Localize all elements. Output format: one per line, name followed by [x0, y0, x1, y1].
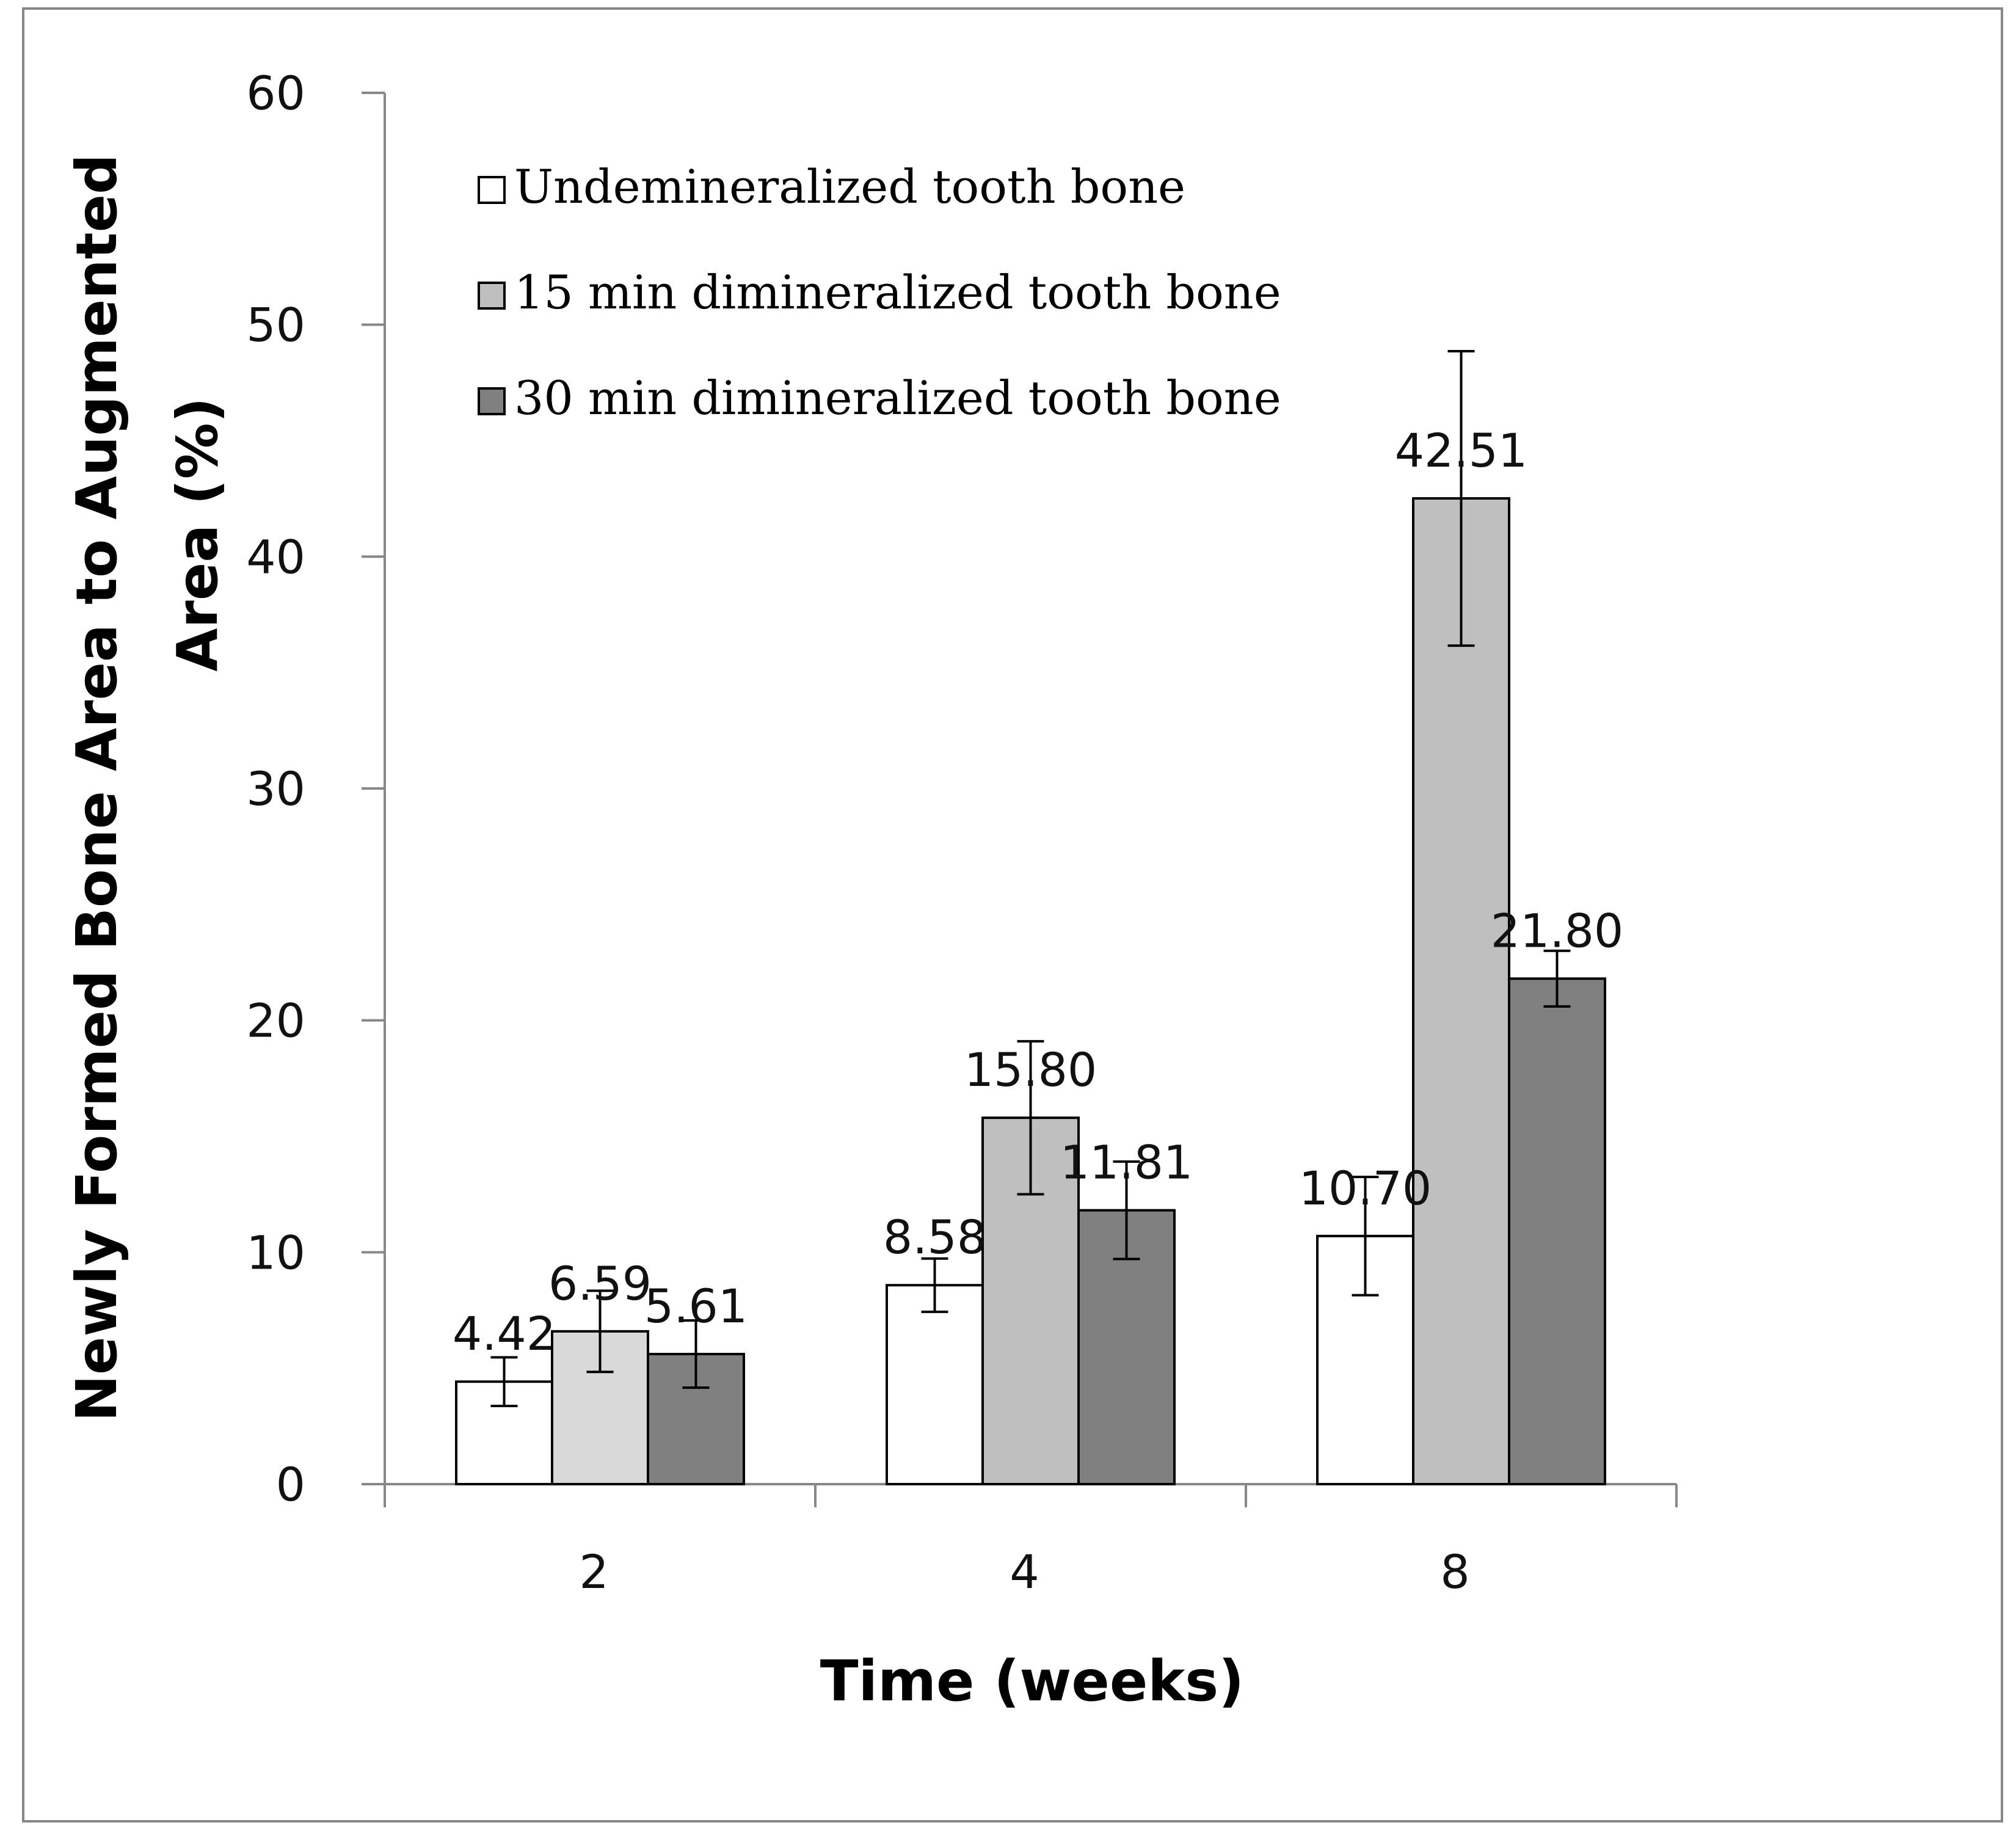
- data-label: 21.80: [1491, 903, 1624, 958]
- bar: [1508, 977, 1606, 1485]
- error-bars-layer: [490, 349, 1571, 1408]
- legend-swatch-30min: [478, 387, 506, 415]
- data-label: 10.70: [1299, 1161, 1432, 1215]
- legend-label-15min: 15 min dimineralized tooth bone: [514, 265, 1281, 319]
- data-label: 5.61: [644, 1279, 748, 1333]
- data-label: 42.51: [1395, 423, 1528, 478]
- y-axis-title-line2: Area (%): [165, 397, 230, 671]
- data-label: 6.59: [548, 1256, 652, 1311]
- y-tick-label: 0: [276, 1457, 305, 1512]
- y-tick-label: 20: [246, 994, 305, 1048]
- y-axis-title-line1: Newly Formed Bone Area to Augmented: [64, 154, 129, 1422]
- data-labels-layer: 2 4.426.595.61 4 8.58 15.80 11.81 8 10.70 42.51 2…: [453, 423, 1623, 1599]
- y-tick-label: 10: [246, 1225, 305, 1280]
- data-label: 4.42: [453, 1306, 556, 1361]
- bar: [886, 1284, 984, 1486]
- legend: Undemineralized tooth bone 15 min dimine…: [478, 159, 1281, 425]
- y-tick-label: 30: [246, 762, 305, 816]
- data-label: 11.81: [1060, 1135, 1193, 1190]
- y-tick-label: 40: [246, 530, 305, 584]
- x-tick-label: 4: [1010, 1545, 1039, 1599]
- chart-frame: [22, 7, 2003, 1823]
- x-axis-title: Time (weeks): [820, 1648, 1244, 1714]
- y-tick-label: 50: [246, 298, 305, 352]
- x-tick-label: 2: [579, 1545, 608, 1599]
- bars-layer: [455, 497, 1606, 1486]
- x-tick-label: 8: [1440, 1545, 1469, 1599]
- data-label: 15.80: [964, 1043, 1097, 1097]
- y-tick-label: 60: [246, 66, 305, 120]
- legend-swatch-undemineralized: [478, 176, 506, 204]
- legend-swatch-15min: [478, 282, 506, 310]
- legend-label-30min: 30 min dimineralized tooth bone: [514, 371, 1281, 425]
- legend-label-undemineralized: Undemineralized tooth bone: [514, 159, 1185, 214]
- data-label: 8.58: [883, 1210, 986, 1264]
